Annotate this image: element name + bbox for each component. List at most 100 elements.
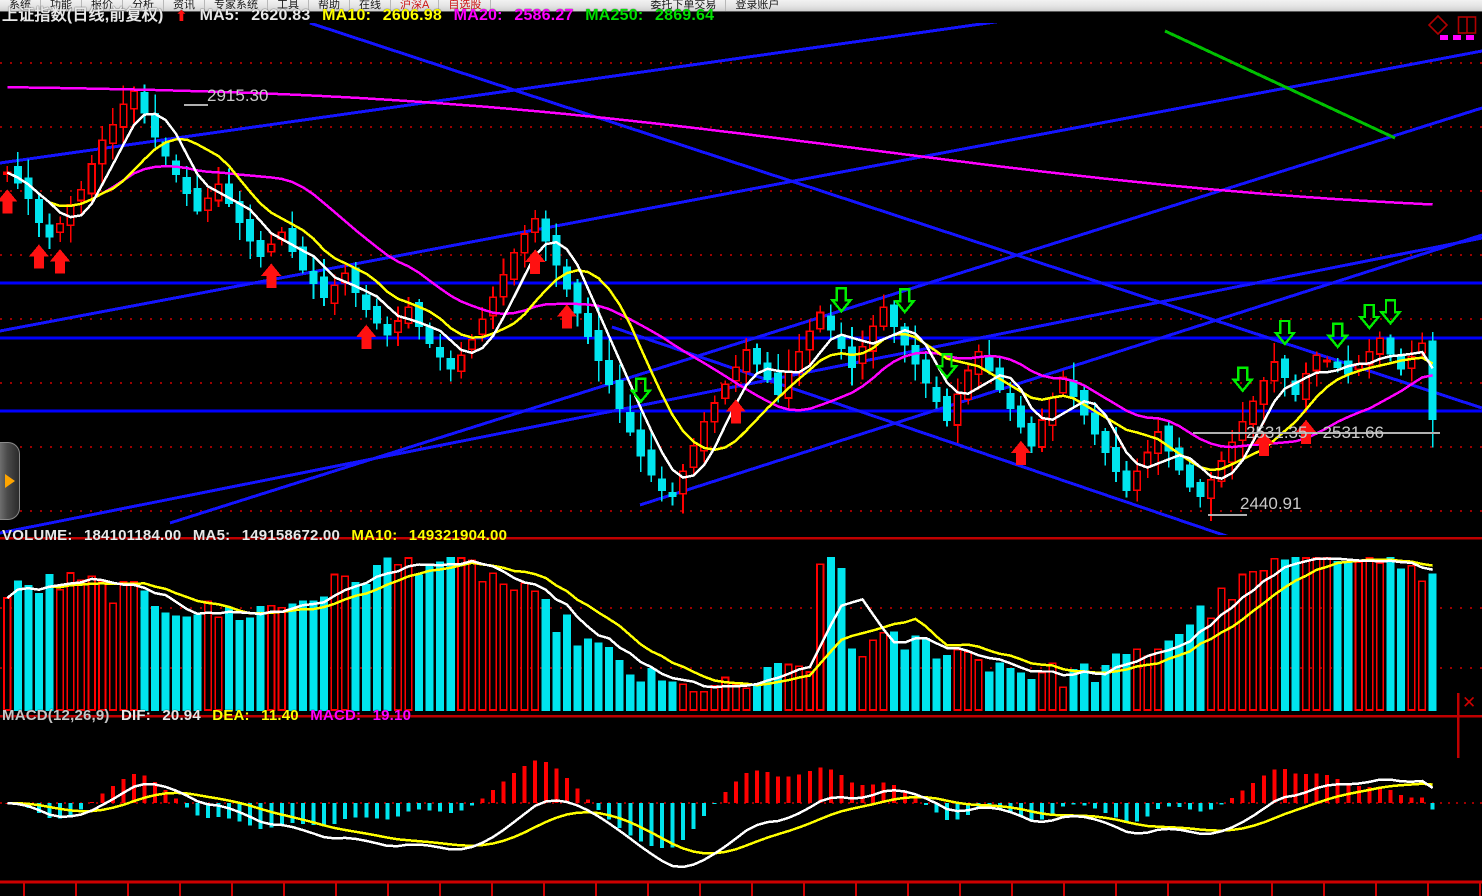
- macd-bar: [1082, 803, 1087, 806]
- macd-macd-label: MACD:: [310, 707, 362, 724]
- diamond-icon[interactable]: [1427, 14, 1449, 36]
- macd-bar: [1103, 803, 1108, 813]
- macd-bar: [797, 774, 802, 803]
- volume-bar: [404, 557, 413, 711]
- volume-ma5-line: [6, 557, 1433, 689]
- macd-bar: [132, 774, 136, 803]
- volume-bar: [87, 575, 96, 711]
- toolbar-item-quotes[interactable]: 报价: [82, 0, 123, 11]
- ma250-value: 2869.64: [655, 7, 715, 24]
- volume-ma10-value: 149321904.00: [408, 527, 508, 544]
- macd-bar: [1293, 773, 1298, 803]
- macd-bar: [522, 765, 527, 803]
- toolbar-item-online[interactable]: 在线: [350, 0, 391, 11]
- volume-bar: [1301, 557, 1310, 711]
- toolbar-item-analysis[interactable]: 分析: [123, 0, 164, 11]
- volume-bar: [721, 676, 730, 711]
- macd-bar: [343, 803, 348, 819]
- volume-bar: [509, 589, 519, 711]
- macd-dea-value: 11.40: [261, 707, 299, 724]
- macd-bar: [818, 767, 823, 803]
- macd-bar: [1377, 786, 1382, 803]
- volume-bar: [647, 667, 656, 711]
- macd-bar: [512, 772, 517, 803]
- price-chart-panel: [0, 23, 1482, 535]
- macd-bar: [1145, 803, 1150, 817]
- ma250-line: [7, 85, 1433, 206]
- main-toolbar[interactable]: 系统 功能 报价 分析 资讯 专家系统 工具 帮助 在线 沪深A 自选股 委托下…: [0, 0, 1482, 12]
- volume-bar: [868, 639, 878, 711]
- macd-bar: [121, 779, 126, 803]
- volume-bar: [911, 635, 920, 711]
- toolbar-item-help[interactable]: 帮助: [309, 0, 350, 11]
- macd-bar: [850, 782, 854, 803]
- chart-canvas[interactable]: [0, 13, 1482, 896]
- macd-bar: [227, 803, 231, 819]
- macd-bar: [1272, 769, 1277, 803]
- volume-bar: [1428, 573, 1437, 711]
- macd-bar: [1092, 803, 1097, 809]
- macd-bar: [1420, 797, 1425, 803]
- macd-bar: [311, 803, 316, 826]
- volume-bar: [1206, 617, 1215, 711]
- toolbar-item-watchlist[interactable]: 自选股: [439, 0, 492, 11]
- volume-bar: [1333, 560, 1342, 711]
- volume-ma5-label: MA5:: [192, 527, 231, 544]
- sell-signal-arrow: [829, 287, 853, 314]
- volume-bar: [256, 606, 265, 711]
- toolbar-item-system[interactable]: 系统: [0, 0, 41, 11]
- callout-leader-lines: [184, 104, 1440, 516]
- toolbar-item-a-shares[interactable]: 沪深A: [391, 0, 440, 11]
- chart-tool-icons[interactable]: [1427, 14, 1478, 36]
- macd-bar: [174, 798, 179, 803]
- volume-bar: [1154, 648, 1163, 711]
- volume-bar: [932, 658, 941, 711]
- macd-bar: [216, 803, 221, 817]
- volume-bar: [1080, 663, 1089, 711]
- macd-bar: [1261, 775, 1266, 803]
- volume-bar: [879, 631, 888, 711]
- macd-panel-header: MACD(12,26,9) DIF: 20.94 DEA: 11.40 MACD…: [2, 707, 418, 724]
- volume-bar: [763, 667, 772, 711]
- volume-bar: [140, 590, 149, 711]
- sidebar-expand-handle[interactable]: [0, 442, 20, 520]
- macd-bar: [491, 790, 495, 803]
- volume-bar: [77, 579, 86, 711]
- volume-bar: [425, 565, 434, 711]
- volume-bar: [1354, 561, 1363, 711]
- macd-bar: [702, 803, 707, 817]
- volume-bar: [1228, 598, 1237, 711]
- volume-bar: [826, 557, 835, 711]
- toolbar-item-function[interactable]: 功能: [41, 0, 82, 11]
- toolbar-item-expert[interactable]: 专家系统: [205, 0, 268, 11]
- macd-bar: [37, 803, 41, 814]
- volume-bar: [3, 597, 12, 711]
- volume-bar: [985, 671, 994, 711]
- macd-dif-line: [7, 778, 1434, 869]
- volume-bar: [626, 674, 635, 711]
- close-panel-icon[interactable]: ✕: [1462, 693, 1477, 712]
- volume-bar: [1175, 633, 1184, 711]
- macd-bar: [184, 803, 189, 808]
- toolbar-item-news[interactable]: 资讯: [164, 0, 205, 11]
- drag-dots-icon[interactable]: [1440, 35, 1474, 40]
- macd-bar: [47, 803, 52, 819]
- toolbar-item-place-order[interactable]: 委托下单交易: [641, 0, 727, 11]
- macd-bar: [1356, 786, 1361, 803]
- volume-bar: [1397, 568, 1406, 711]
- macd-bar: [533, 760, 538, 803]
- macd-bar: [1050, 803, 1055, 814]
- macd-bar: [153, 781, 158, 803]
- toolbar-item-tools[interactable]: 工具: [268, 0, 309, 11]
- volume-bar: [55, 589, 65, 711]
- ma5-label: MA5:: [199, 7, 240, 24]
- toolbar-item-login[interactable]: 登录账户: [735, 0, 780, 11]
- volume-bar: [974, 659, 983, 711]
- macd-bar: [269, 803, 274, 828]
- volume-label: VOLUME:: [2, 527, 73, 544]
- last-price-label: 2531.35 - 2531.66: [1246, 423, 1385, 442]
- macd-bar: [723, 791, 728, 803]
- split-panel-icon[interactable]: [1456, 14, 1478, 36]
- volume-bar: [615, 660, 624, 711]
- volume-bar: [858, 656, 867, 711]
